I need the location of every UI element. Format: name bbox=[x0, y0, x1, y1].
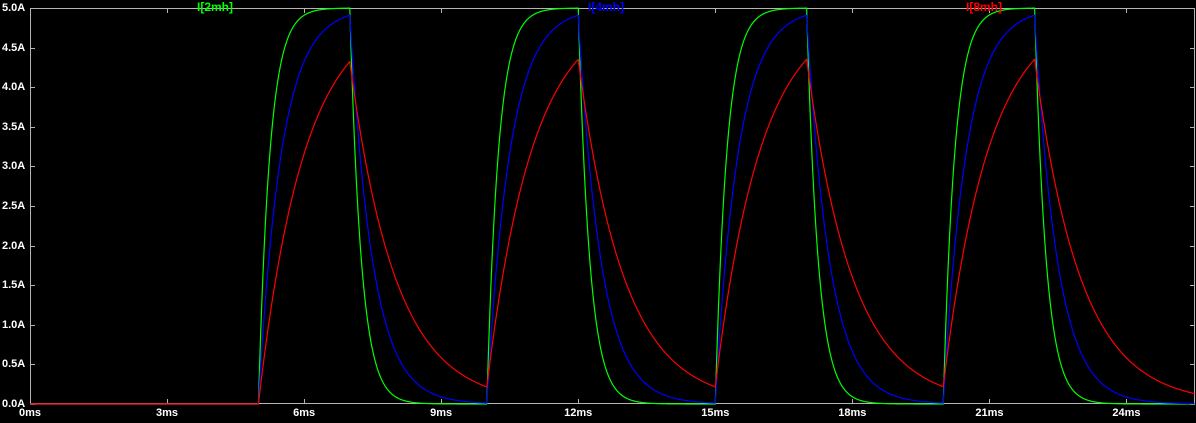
x-tick-label: 0ms bbox=[18, 407, 42, 419]
legend-trace-8mh[interactable]: I[8mh] bbox=[966, 0, 1002, 14]
legend-trace-2mh[interactable]: I[2mh] bbox=[197, 0, 233, 14]
y-tick-label: 3.5A bbox=[2, 120, 26, 133]
x-tick-label: 21ms bbox=[975, 407, 1004, 419]
y-tick-label: 5.0A bbox=[2, 2, 26, 14]
x-tick-label: 15ms bbox=[701, 407, 730, 419]
legend-trace-4mh[interactable]: I[4mh] bbox=[588, 0, 624, 14]
x-tick-label: 9ms bbox=[430, 407, 453, 419]
x-tick-label: 18ms bbox=[838, 407, 867, 419]
x-tick-label: 3ms bbox=[156, 407, 179, 419]
x-tick-label: 12ms bbox=[564, 407, 593, 419]
y-tick-label: 1.0A bbox=[2, 318, 26, 331]
y-tick-label: 4.0A bbox=[2, 81, 26, 94]
y-tick-label: 0.0A bbox=[2, 398, 26, 410]
trace-4mh[interactable] bbox=[29, 14, 1195, 405]
y-tick-label: 4.5A bbox=[2, 41, 26, 54]
x-tick-label: 24ms bbox=[1112, 407, 1141, 419]
trace-2mh[interactable] bbox=[29, 7, 1195, 405]
y-tick-label: 1.5A bbox=[2, 279, 26, 292]
x-tick-label: 6ms bbox=[293, 407, 316, 419]
trace-8mh[interactable] bbox=[29, 58, 1195, 405]
y-tick-label: 3.0A bbox=[2, 160, 26, 173]
plot-frame bbox=[30, 8, 1195, 404]
y-tick-label: 0.5A bbox=[2, 358, 26, 371]
y-tick-label: 2.5A bbox=[2, 200, 26, 212]
y-tick-label: 2.0A bbox=[2, 239, 26, 252]
